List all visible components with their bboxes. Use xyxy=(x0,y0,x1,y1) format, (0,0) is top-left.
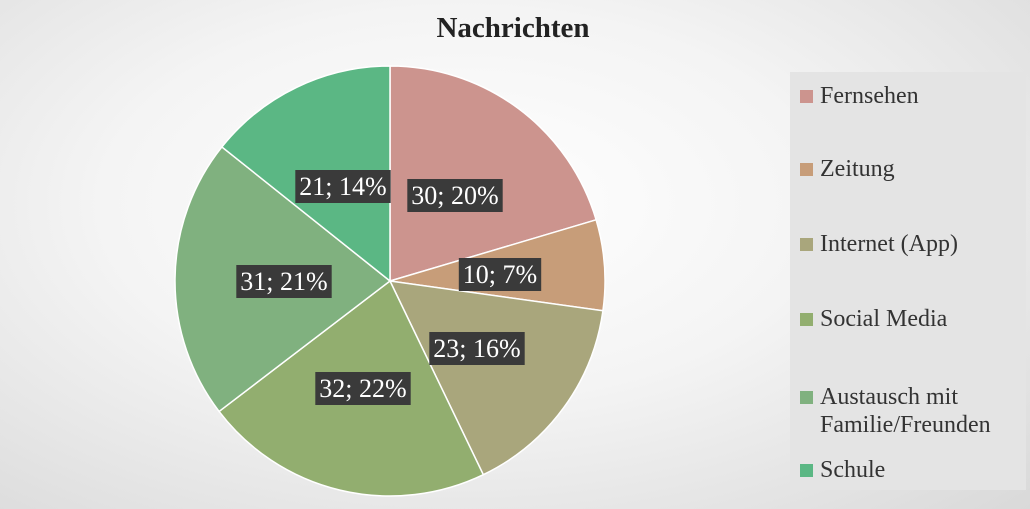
data-label-schule: 21; 14% xyxy=(295,170,391,203)
svg-text:10; 7%: 10; 7% xyxy=(463,260,537,289)
data-label-box xyxy=(315,372,411,405)
legend-swatch xyxy=(800,391,813,404)
data-label-fernsehen: 30; 20% xyxy=(407,179,503,212)
legend-swatch xyxy=(800,90,813,103)
legend-swatch xyxy=(800,163,813,176)
legend-label: Schule xyxy=(820,457,886,483)
legend-item-internet: Internet (App) xyxy=(800,230,1026,258)
chart-title: Nachrichten xyxy=(436,12,590,44)
data-label-zeitung: 10; 7% xyxy=(458,258,542,291)
svg-text:32; 22%: 32; 22% xyxy=(319,374,406,403)
legend: Fernsehen Zeitung Internet (App) Social … xyxy=(790,72,1026,490)
legend-label: Zeitung xyxy=(820,156,895,182)
pie-slice-internet xyxy=(388,280,604,476)
data-label-box xyxy=(236,265,332,298)
legend-label: Social Media xyxy=(820,306,948,332)
data-label-austausch: 31; 21% xyxy=(236,265,332,298)
legend-item-social-media: Social Media xyxy=(800,305,1026,333)
legend-swatch xyxy=(800,238,813,251)
data-label-box xyxy=(407,179,503,212)
legend-label: Fernsehen xyxy=(820,83,919,109)
svg-text:30; 20%: 30; 20% xyxy=(411,181,498,210)
data-label-social-media: 32; 22% xyxy=(315,372,411,405)
legend-label: Austausch mit Familie/Freunden xyxy=(820,384,991,438)
legend-item-zeitung: Zeitung xyxy=(800,155,1026,183)
pie-slice-fernsehen xyxy=(389,65,598,283)
data-label-box xyxy=(295,170,391,203)
svg-text:21; 14%: 21; 14% xyxy=(299,172,386,201)
legend-label: Internet (App) xyxy=(820,231,958,257)
legend-item-fernsehen: Fernsehen xyxy=(800,82,1026,110)
data-label-box xyxy=(458,258,542,291)
legend-item-austausch: Austausch mit Familie/Freunden xyxy=(800,383,1026,439)
data-label-internet: 23; 16% xyxy=(429,332,525,365)
legend-swatch xyxy=(800,313,813,326)
svg-text:23; 16%: 23; 16% xyxy=(433,334,520,363)
pie-chart: 30; 20% 10; 7% 23; 16% 32; 22% 31; 21% 21; 14… xyxy=(174,65,606,497)
svg-text:31; 21%: 31; 21% xyxy=(240,267,327,296)
data-label-box xyxy=(429,332,525,365)
legend-item-schule: Schule xyxy=(800,456,1026,484)
legend-swatch xyxy=(800,464,813,477)
